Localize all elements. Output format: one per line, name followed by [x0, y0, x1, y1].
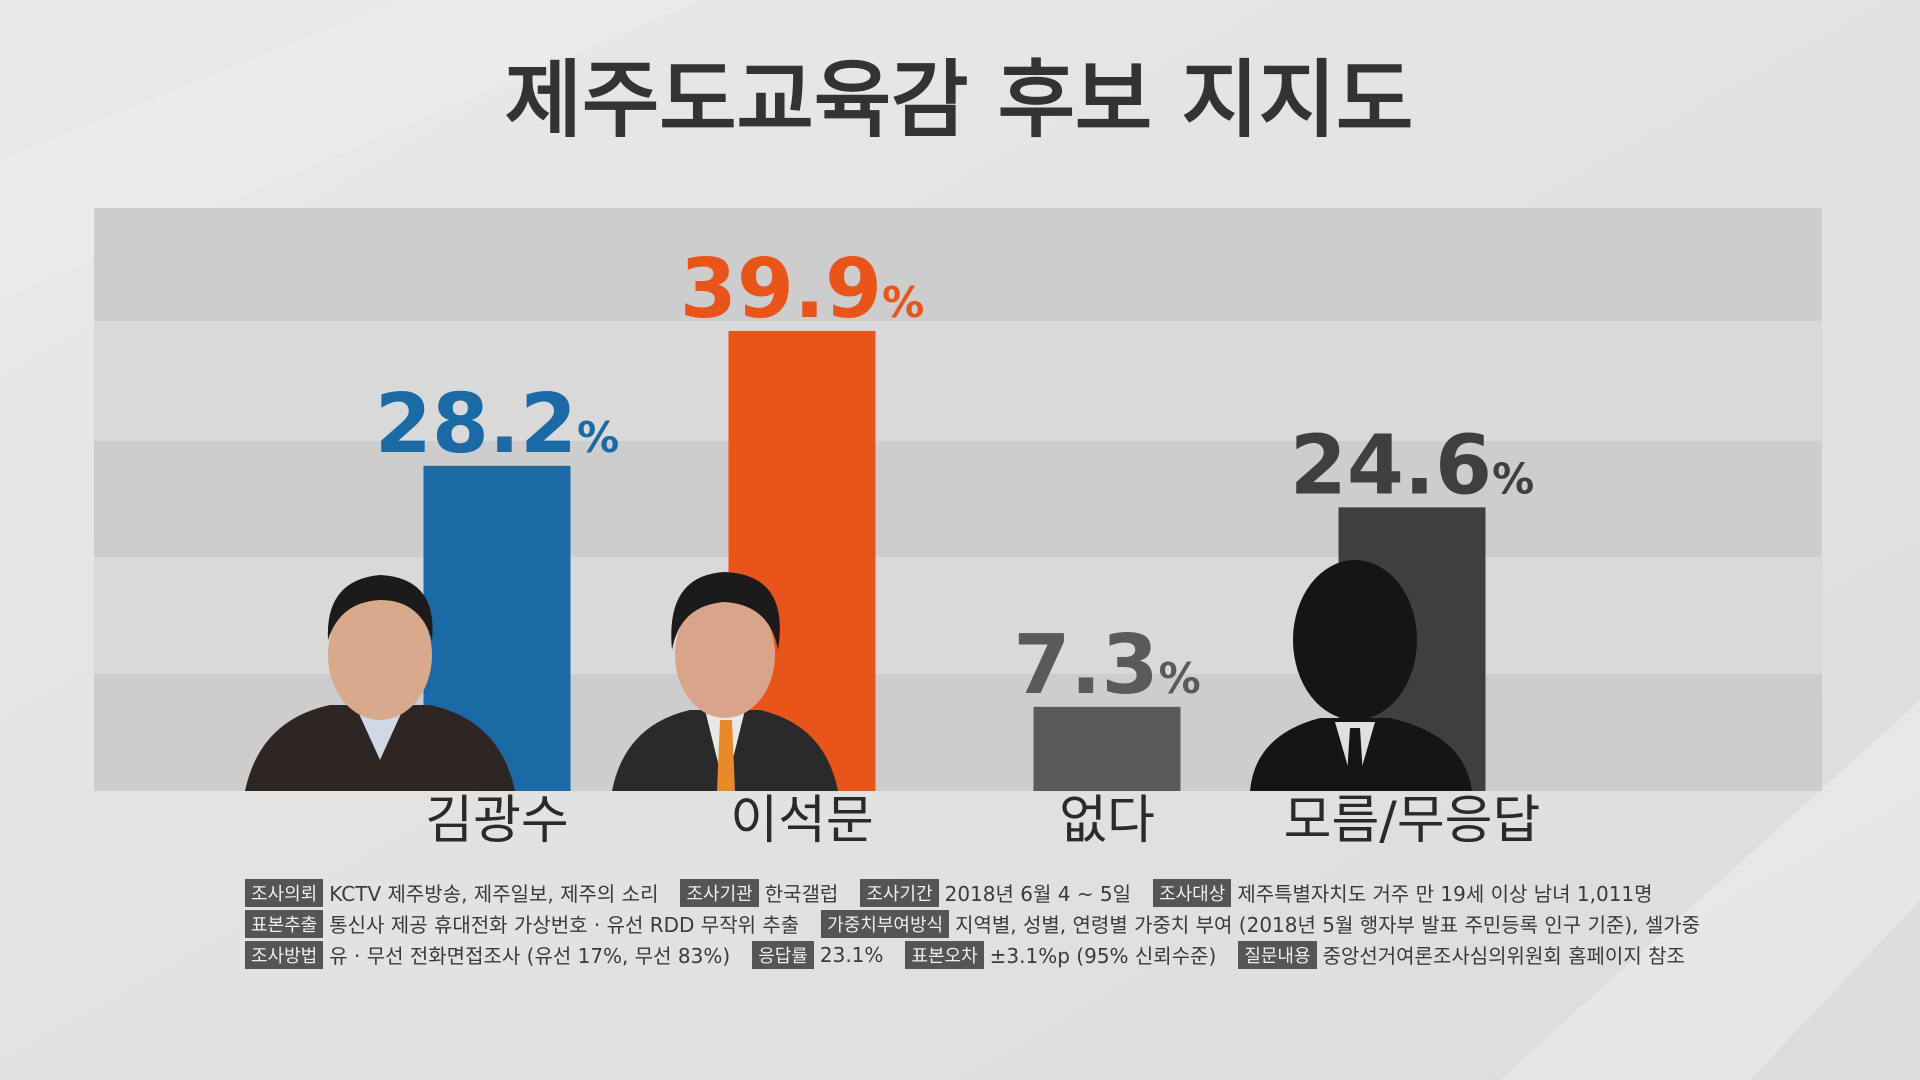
note-text: 제주특별자치도 거주 만 19세 이상 남녀 1,011명	[1237, 882, 1653, 906]
note-text: ±3.1%p (95% 신뢰수준)	[989, 944, 1217, 968]
value-label: 28.2%	[375, 377, 619, 472]
background-pane	[1500, 700, 1920, 1080]
note-label: 조사의뢰	[245, 878, 324, 907]
photo-hair	[327, 575, 433, 640]
note-label: 조사기관	[680, 878, 759, 907]
note-item: 조사기간 2018년 6월 4 ~ 5일	[860, 878, 1131, 907]
stripe	[94, 208, 1822, 321]
note-item: 조사방법 유 · 무선 전화면접조사 (유선 17%, 무선 83%)	[245, 940, 730, 969]
category-label: 김광수	[425, 791, 569, 851]
bars	[423, 330, 1486, 791]
value-label: 7.3%	[1013, 618, 1200, 713]
note-text: 한국갤럽	[764, 882, 839, 906]
candidate-photo	[245, 575, 515, 791]
note-label: 질문내용	[1238, 940, 1317, 969]
photo-tie	[717, 720, 735, 791]
note-text: KCTV 제주방송, 제주일보, 제주의 소리	[329, 882, 659, 906]
note-text: 유 · 무선 전화면접조사 (유선 17%, 무선 83%)	[329, 944, 731, 968]
note-item: 조사기관 한국갤럽	[680, 878, 838, 907]
note-label: 표본추출	[245, 909, 324, 938]
note-item: 조사대상 제주특별자치도 거주 만 19세 이상 남녀 1,011명	[1153, 878, 1653, 907]
bar	[1033, 706, 1181, 791]
note-text: 지역별, 성별, 연령별 가중치 부여 (2018년 5월 행자부 발표 주민등…	[955, 913, 1701, 937]
photo-face	[328, 590, 432, 720]
photo-face	[675, 592, 775, 718]
note-row: 조사방법 유 · 무선 전화면접조사 (유선 17%, 무선 83%) 응답률 23.…	[245, 939, 1722, 970]
silhouette-tie	[1346, 728, 1364, 791]
stripe	[94, 441, 1822, 557]
value-label: 39.9%	[680, 242, 924, 337]
category-label: 없다	[1059, 791, 1155, 851]
note-label: 조사대상	[1153, 878, 1232, 907]
note-text: 23.1%	[819, 942, 884, 967]
note-item: 표본오차 ±3.1%p (95% 신뢰수준)	[905, 940, 1216, 969]
note-item: 표본추출 통신사 제공 휴대전화 가상번호 · 유선 RDD 무작위 추출	[245, 909, 799, 938]
note-text: 통신사 제공 휴대전화 가상번호 · 유선 RDD 무작위 추출	[329, 913, 800, 937]
note-item: 조사의뢰 KCTV 제주방송, 제주일보, 제주의 소리	[245, 878, 658, 907]
note-row: 표본추출 통신사 제공 휴대전화 가상번호 · 유선 RDD 무작위 추출 가중치부…	[245, 908, 1722, 939]
note-item: 질문내용 중앙선거여론조사심의위원회 홈페이지 참조	[1238, 940, 1685, 969]
photo-hair	[671, 572, 780, 650]
note-text: 중앙선거여론조사심의위원회 홈페이지 참조	[1322, 944, 1685, 968]
category-label: 모름/무응답	[1284, 791, 1541, 851]
note-label: 조사기간	[860, 878, 939, 907]
survey-notes: 조사의뢰 KCTV 제주방송, 제주일보, 제주의 소리 조사기관 한국갤럽 조사기간 2…	[245, 877, 1722, 970]
note-label: 조사방법	[245, 940, 324, 969]
silhouette-head	[1293, 560, 1417, 720]
note-item: 응답률 23.1%	[752, 940, 884, 969]
chart-title: 제주도교육감 후보 지지도	[505, 51, 1414, 149]
note-label: 응답률	[752, 940, 814, 969]
candidate-photo	[612, 572, 838, 791]
silhouette	[1250, 560, 1472, 791]
note-row: 조사의뢰 KCTV 제주방송, 제주일보, 제주의 소리 조사기관 한국갤럽 조사기간 2…	[245, 877, 1722, 908]
note-label: 가중치부여방식	[821, 909, 950, 938]
value-label: 24.6%	[1290, 418, 1534, 513]
note-text: 2018년 6월 4 ~ 5일	[944, 882, 1132, 906]
note-label: 표본오차	[905, 940, 984, 969]
note-item: 가중치부여방식 지역별, 성별, 연령별 가중치 부여 (2018년 5월 행자부…	[821, 909, 1700, 938]
category-label: 이석문	[730, 791, 874, 851]
stripe	[94, 321, 1822, 441]
photo-shirt	[355, 705, 405, 760]
